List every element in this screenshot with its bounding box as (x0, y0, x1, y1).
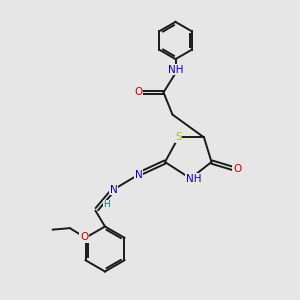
Text: NH: NH (168, 64, 183, 75)
Text: S: S (175, 132, 182, 142)
Text: O: O (233, 164, 241, 174)
Text: O: O (80, 232, 88, 242)
Text: N: N (135, 169, 142, 180)
Text: N: N (110, 184, 117, 195)
Text: NH: NH (186, 173, 201, 184)
Text: O: O (134, 87, 143, 98)
Text: H: H (103, 200, 110, 209)
